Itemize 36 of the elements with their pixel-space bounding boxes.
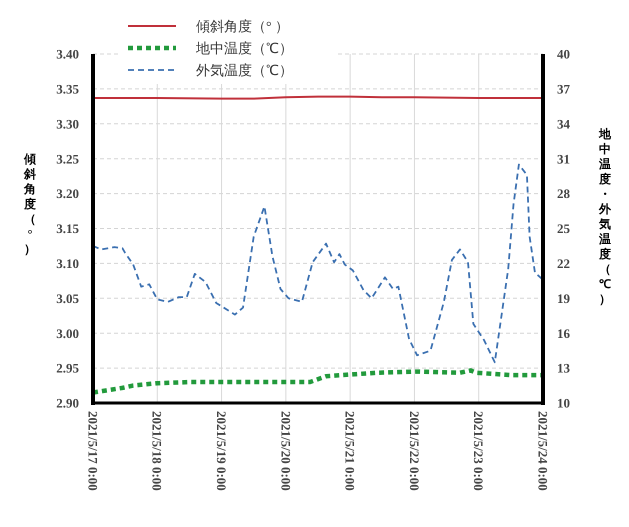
- y2-tick-label: 19: [557, 290, 570, 306]
- x-tick-label: 2021/5/21 0:00: [342, 411, 358, 491]
- y-tick-label: 3.05: [56, 290, 80, 306]
- legend-label: 外気温度（℃）: [196, 62, 293, 79]
- y-tick-label: 3.40: [56, 46, 79, 62]
- y-tick-label: 3.20: [56, 186, 79, 202]
- y-tick-label: 2.95: [56, 360, 80, 376]
- x-tick-label: 2021/5/22 0:00: [406, 411, 422, 491]
- y2-tick-label: 37: [557, 81, 570, 96]
- line-series: [92, 164, 544, 364]
- y2-tick-label: 13: [557, 360, 570, 376]
- y2-tick-label: 31: [557, 151, 570, 166]
- y-tick-label: 3.35: [56, 81, 80, 96]
- y2-tick-label: 25: [557, 221, 570, 236]
- y-tick-label: 3.25: [56, 151, 80, 166]
- y-tick-label: 3.15: [56, 221, 80, 236]
- y-tick-label: 3.30: [56, 116, 79, 132]
- y-axis-title: 傾斜角度（°）: [23, 152, 36, 256]
- y2-tick-label: 16: [557, 326, 570, 341]
- x-tick-label: 2021/5/17 0:00: [85, 411, 100, 491]
- y2-tick-label: 10: [557, 396, 570, 411]
- legend-label: 地中温度（℃）: [195, 40, 293, 57]
- y2-tick-label: 34: [557, 116, 570, 132]
- y-tick-label: 3.10: [56, 256, 79, 271]
- y2-tick-label: 40: [557, 46, 570, 62]
- y-tick-label: 2.90: [56, 396, 79, 411]
- x-tick-label: 2021/5/20 0:00: [278, 411, 294, 491]
- y-tick-label: 3.00: [56, 326, 79, 341]
- x-tick-label: 2021/5/23 0:00: [471, 411, 486, 491]
- text: 地中温度・外気温度（℃）: [599, 127, 611, 306]
- x-tick-label: 2021/5/18 0:00: [150, 411, 165, 491]
- x-tick-label: 2021/5/19 0:00: [214, 411, 230, 491]
- legend-label: 傾斜角度（° ）: [196, 18, 290, 35]
- y2-tick-label: 22: [557, 256, 570, 271]
- x-tick-label: 2021/5/24 0:00: [535, 411, 550, 491]
- y2-tick-label: 28: [557, 186, 570, 202]
